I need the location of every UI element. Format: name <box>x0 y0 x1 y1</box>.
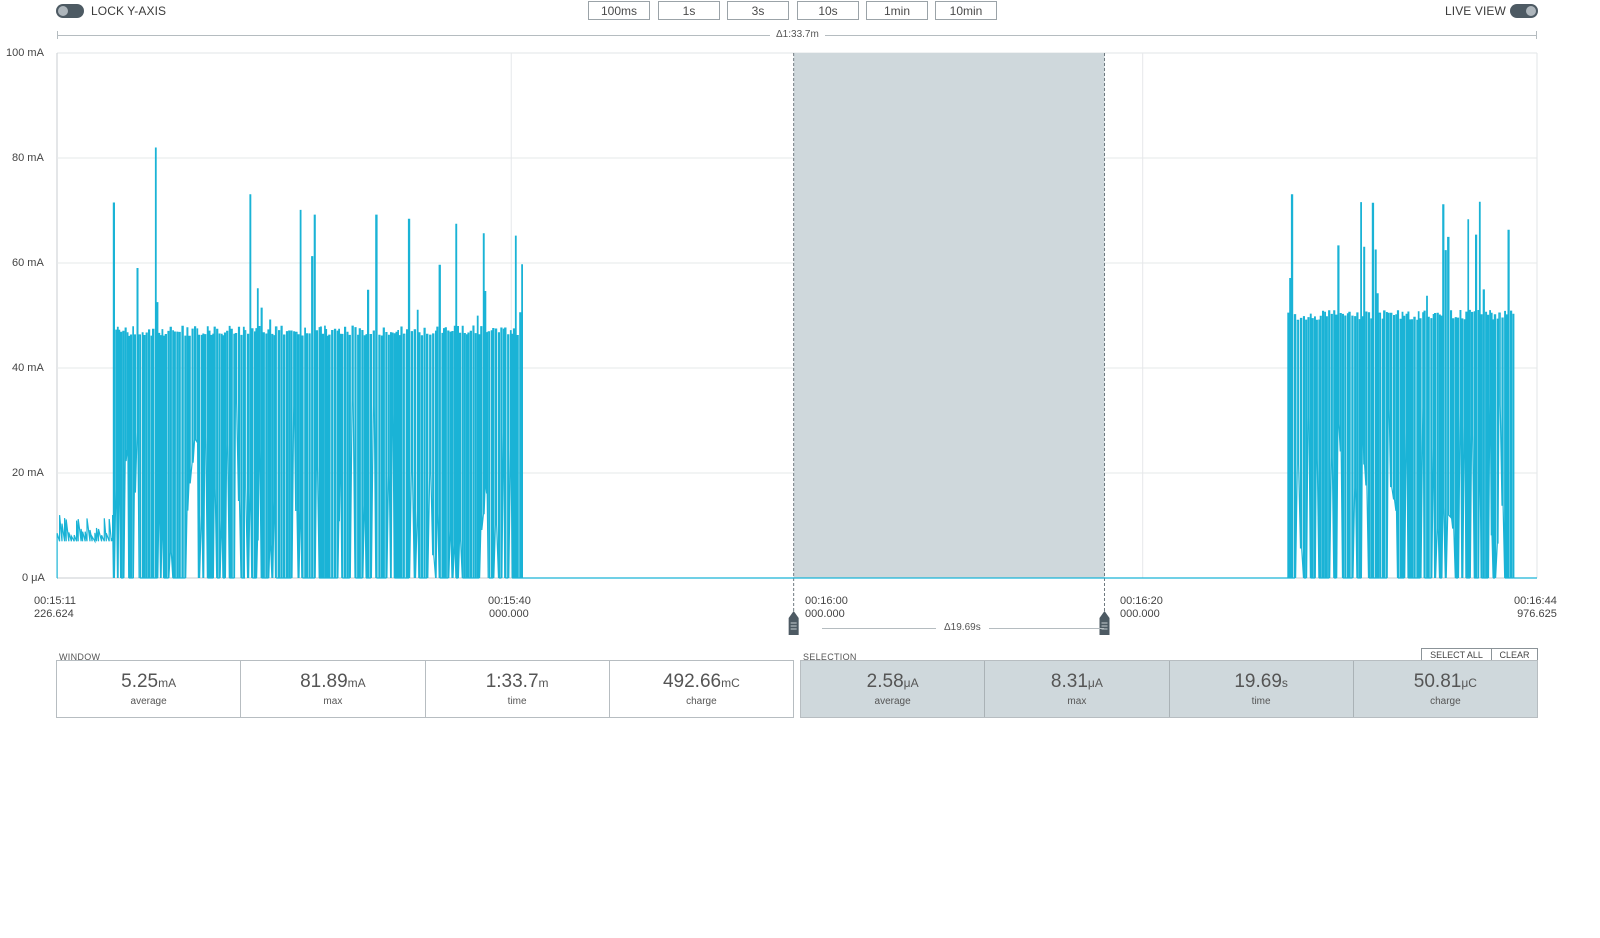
lock-y-axis-toggle[interactable] <box>56 4 84 18</box>
toggle-knob <box>1526 6 1536 16</box>
window-delta-label: Δ1:33.7m <box>770 29 825 40</box>
selection-delta-label: Δ19.69s <box>936 622 989 633</box>
stat-value: 492.66 <box>662 671 722 692</box>
current-trace <box>56 147 1537 579</box>
x-tick-sub: 226.624 <box>34 608 74 620</box>
stat-caption: charge <box>686 696 717 707</box>
x-tick-sub: 000.000 <box>489 608 529 620</box>
y-tick-label: 80 mA <box>12 152 44 164</box>
y-tick-label: 0 μA <box>22 572 45 584</box>
window-section-title: WINDOW <box>59 652 101 662</box>
x-tick-time: 00:15:11 <box>34 595 77 607</box>
x-tick-time: 00:16:20 <box>1120 595 1163 607</box>
x-tick-label: 00:16:44 976.625 <box>1514 595 1557 621</box>
window-stats-panel: 5.25mA average 81.89mA max 1:33.7m time … <box>56 660 794 718</box>
live-view-label: LIVE VIEW <box>1445 4 1506 18</box>
selection-charge: 50.81μC charge <box>1354 661 1537 717</box>
stat-value: 1:33.7 <box>485 671 539 692</box>
stat-unit: μC <box>1461 676 1477 690</box>
stat-value: 8.31 <box>1050 671 1088 692</box>
selection-region[interactable] <box>793 53 1105 578</box>
x-tick-sub: 976.625 <box>1517 608 1557 620</box>
stat-unit: μA <box>903 676 919 690</box>
x-tick-label: 00:15:11 226.624 <box>34 595 76 621</box>
x-tick-time: 00:16:00 <box>805 595 848 607</box>
x-tick-time: 00:16:44 <box>1514 595 1557 607</box>
stat-caption: average <box>130 696 167 707</box>
stat-caption: max <box>323 696 343 707</box>
stat-unit: mA <box>158 676 177 690</box>
x-tick-time: 00:15:40 <box>488 595 531 607</box>
selection-max: 8.31μA max <box>985 661 1170 717</box>
toggle-knob <box>58 6 68 16</box>
selection-time: 19.69s time <box>1170 661 1354 717</box>
stat-caption: time <box>507 696 527 707</box>
y-tick-label: 100 mA <box>6 47 44 59</box>
x-tick-label: 00:16:00 000.000 <box>805 595 848 621</box>
window-charge: 492.66mC charge <box>610 661 793 717</box>
x-tick-label: 00:16:20 000.000 <box>1120 595 1163 621</box>
lock-y-axis-label: LOCK Y-AXIS <box>91 4 167 18</box>
stat-value: 81.89 <box>300 671 348 692</box>
live-view-toggle[interactable] <box>1510 4 1538 18</box>
stat-unit: μA <box>1087 676 1103 690</box>
window-10min-button[interactable]: 10min <box>935 1 997 20</box>
stat-value: 19.69 <box>1234 671 1282 692</box>
stat-caption: time <box>1251 696 1271 707</box>
stat-caption: max <box>1067 696 1087 707</box>
window-10s-button[interactable]: 10s <box>797 1 859 20</box>
y-tick-label: 20 mA <box>12 467 44 479</box>
stat-unit: s <box>1281 676 1288 690</box>
window-1s-button[interactable]: 1s <box>658 1 720 20</box>
window-max: 81.89mA max <box>241 661 426 717</box>
selection-section-title: SELECTION <box>803 652 857 662</box>
y-tick-label: 40 mA <box>12 362 44 374</box>
window-time: 1:33.7m time <box>426 661 610 717</box>
stat-unit: mC <box>721 676 740 690</box>
selection-average: 2.58μA average <box>801 661 986 717</box>
x-tick-label: 00:15:40 000.000 <box>488 595 531 621</box>
current-chart[interactable] <box>0 0 1600 640</box>
window-average: 5.25mA average <box>57 661 242 717</box>
stat-unit: m <box>538 676 549 690</box>
stat-value: 5.25 <box>121 671 159 692</box>
stat-caption: charge <box>1430 696 1461 707</box>
window-1min-button[interactable]: 1min <box>866 1 928 20</box>
x-tick-sub: 000.000 <box>1120 608 1160 620</box>
stat-caption: average <box>874 696 911 707</box>
stat-value: 50.81 <box>1413 671 1462 692</box>
stat-value: 2.58 <box>866 671 904 692</box>
x-tick-sub: 000.000 <box>805 608 845 620</box>
selection-stats-panel: 2.58μA average 8.31μA max 19.69s time 50… <box>800 660 1538 718</box>
stat-unit: mA <box>347 676 366 690</box>
window-3s-button[interactable]: 3s <box>727 1 789 20</box>
y-tick-label: 60 mA <box>12 257 44 269</box>
window-100ms-button[interactable]: 100ms <box>588 1 650 20</box>
